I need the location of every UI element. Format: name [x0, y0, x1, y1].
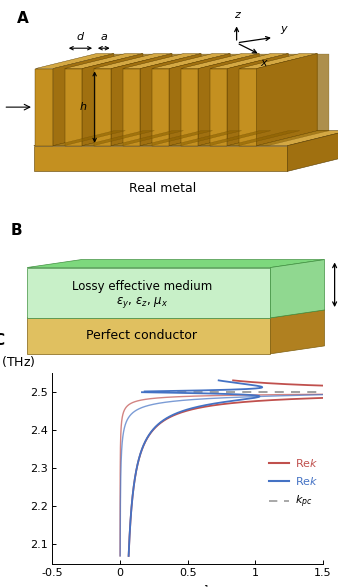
Text: a: a: [100, 32, 107, 42]
X-axis label: $k$ ($\mu$m$^{-1}$): $k$ ($\mu$m$^{-1}$): [160, 584, 215, 587]
Text: B: B: [10, 223, 22, 238]
Text: $f$ (THz): $f$ (THz): [0, 354, 35, 369]
Polygon shape: [287, 131, 338, 171]
Polygon shape: [94, 53, 172, 69]
Text: Real metal: Real metal: [129, 182, 196, 195]
Polygon shape: [65, 53, 143, 69]
Text: h: h: [79, 102, 86, 112]
Polygon shape: [270, 310, 324, 354]
Polygon shape: [34, 146, 287, 171]
Polygon shape: [169, 53, 230, 146]
Text: Perfect conductor: Perfect conductor: [87, 329, 197, 342]
Polygon shape: [257, 131, 329, 146]
Polygon shape: [114, 53, 125, 131]
Polygon shape: [227, 53, 288, 146]
Polygon shape: [82, 53, 143, 146]
Polygon shape: [317, 53, 329, 131]
Polygon shape: [270, 259, 324, 318]
Polygon shape: [123, 53, 201, 69]
Text: x: x: [260, 58, 267, 68]
Polygon shape: [172, 53, 184, 131]
Polygon shape: [181, 53, 259, 69]
Polygon shape: [239, 69, 257, 146]
Polygon shape: [27, 318, 270, 354]
Polygon shape: [152, 69, 169, 146]
Polygon shape: [35, 69, 53, 146]
Polygon shape: [34, 131, 338, 146]
Polygon shape: [27, 259, 324, 268]
Text: d: d: [77, 32, 84, 42]
Polygon shape: [53, 131, 125, 146]
Polygon shape: [259, 53, 271, 131]
Polygon shape: [27, 268, 270, 318]
Polygon shape: [82, 131, 154, 146]
Polygon shape: [257, 53, 317, 146]
Polygon shape: [169, 131, 242, 146]
Legend: Re$k$, Re$k$, $k_{pc}$: Re$k$, Re$k$, $k_{pc}$: [265, 452, 323, 515]
Polygon shape: [65, 69, 82, 146]
Text: z: z: [234, 11, 240, 21]
Polygon shape: [181, 69, 198, 146]
Polygon shape: [210, 53, 288, 69]
Polygon shape: [230, 53, 242, 131]
Polygon shape: [111, 53, 172, 146]
Polygon shape: [140, 131, 213, 146]
Polygon shape: [53, 53, 114, 146]
Text: C: C: [0, 333, 4, 348]
Polygon shape: [140, 53, 201, 146]
Polygon shape: [27, 310, 324, 318]
Polygon shape: [198, 131, 271, 146]
Polygon shape: [94, 69, 111, 146]
Polygon shape: [288, 53, 300, 131]
Text: A: A: [17, 11, 29, 26]
Polygon shape: [111, 131, 184, 146]
Polygon shape: [227, 131, 300, 146]
Text: y: y: [281, 24, 287, 34]
Text: $\varepsilon_y$, $\varepsilon_z$, $\mu_x$: $\varepsilon_y$, $\varepsilon_z$, $\mu_x…: [116, 295, 168, 309]
Polygon shape: [152, 53, 230, 69]
Polygon shape: [210, 69, 227, 146]
Polygon shape: [201, 53, 213, 131]
Polygon shape: [198, 53, 259, 146]
Polygon shape: [35, 53, 114, 69]
Polygon shape: [239, 53, 317, 69]
Polygon shape: [123, 69, 140, 146]
Text: Lossy effective medium: Lossy effective medium: [72, 280, 212, 293]
Polygon shape: [143, 53, 154, 131]
